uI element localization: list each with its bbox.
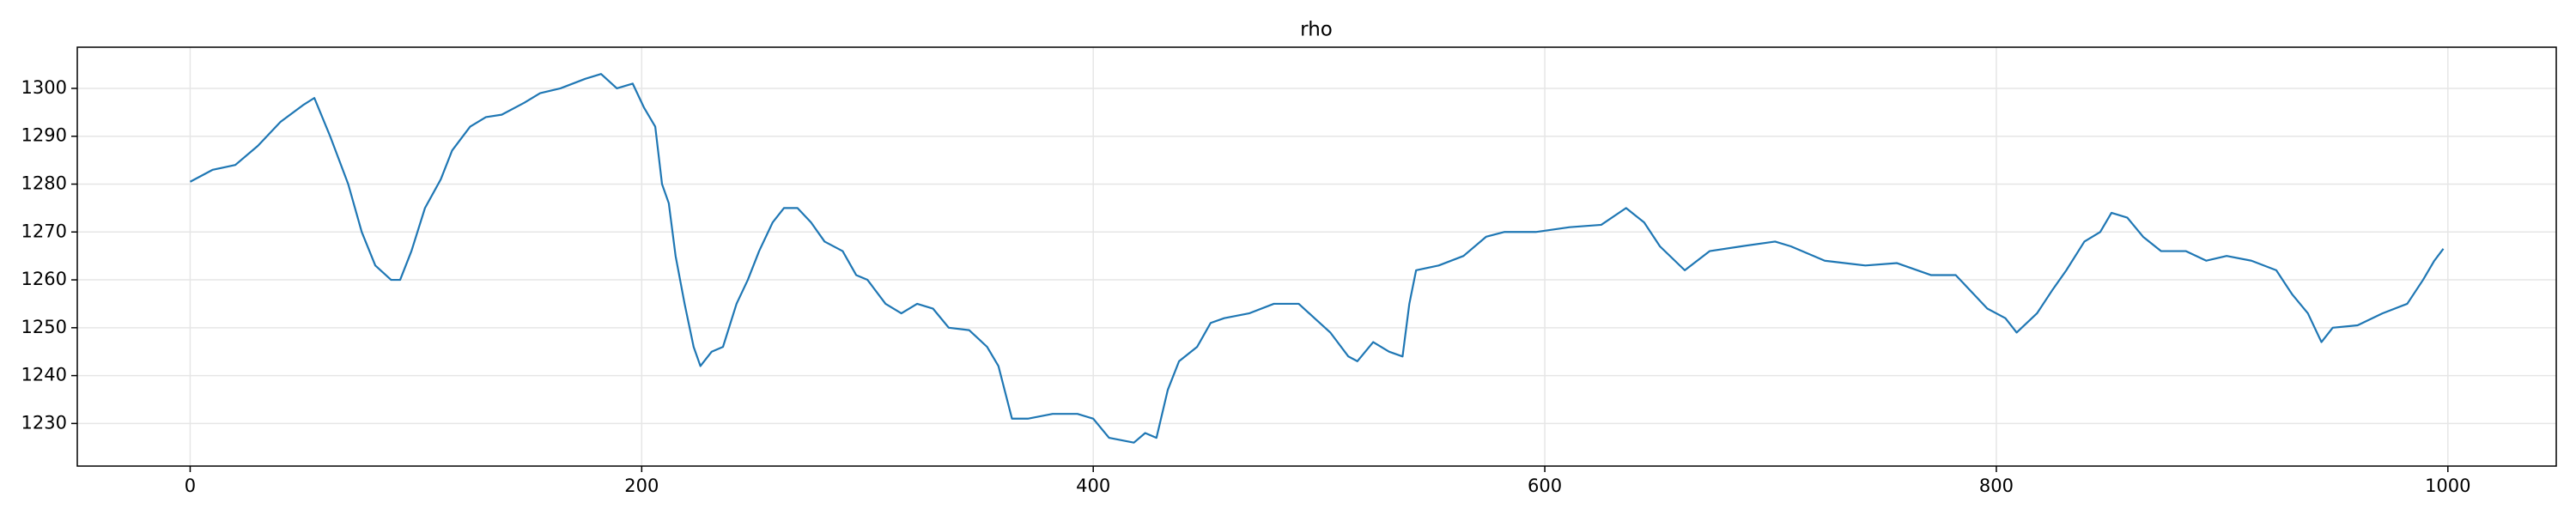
x-tick-label: 800 <box>1979 476 2014 496</box>
chart-title: rho <box>1300 19 1333 41</box>
line <box>189 73 2445 444</box>
x-tick-label: 400 <box>1076 476 1110 496</box>
x-tick-label: 600 <box>1528 476 1562 496</box>
y-tick-label: 1250 <box>21 317 67 337</box>
y-tick-label: 1280 <box>21 173 67 194</box>
y-tick-label: 1230 <box>21 412 67 433</box>
x-tick-label: 200 <box>624 476 659 496</box>
x-tick-label: 0 <box>185 476 196 496</box>
x-tick-label: 1000 <box>2425 476 2470 496</box>
y-tick-label: 1260 <box>21 269 67 289</box>
plot-frame <box>76 46 2557 467</box>
y-tick-label: 1300 <box>21 77 67 98</box>
y-tick-label: 1240 <box>21 365 67 385</box>
y-tick-label: 1270 <box>21 221 67 241</box>
y-tick-label: 1290 <box>21 125 67 146</box>
